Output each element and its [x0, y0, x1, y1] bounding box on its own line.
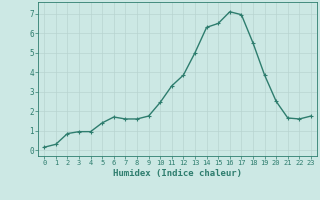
X-axis label: Humidex (Indice chaleur): Humidex (Indice chaleur)	[113, 169, 242, 178]
